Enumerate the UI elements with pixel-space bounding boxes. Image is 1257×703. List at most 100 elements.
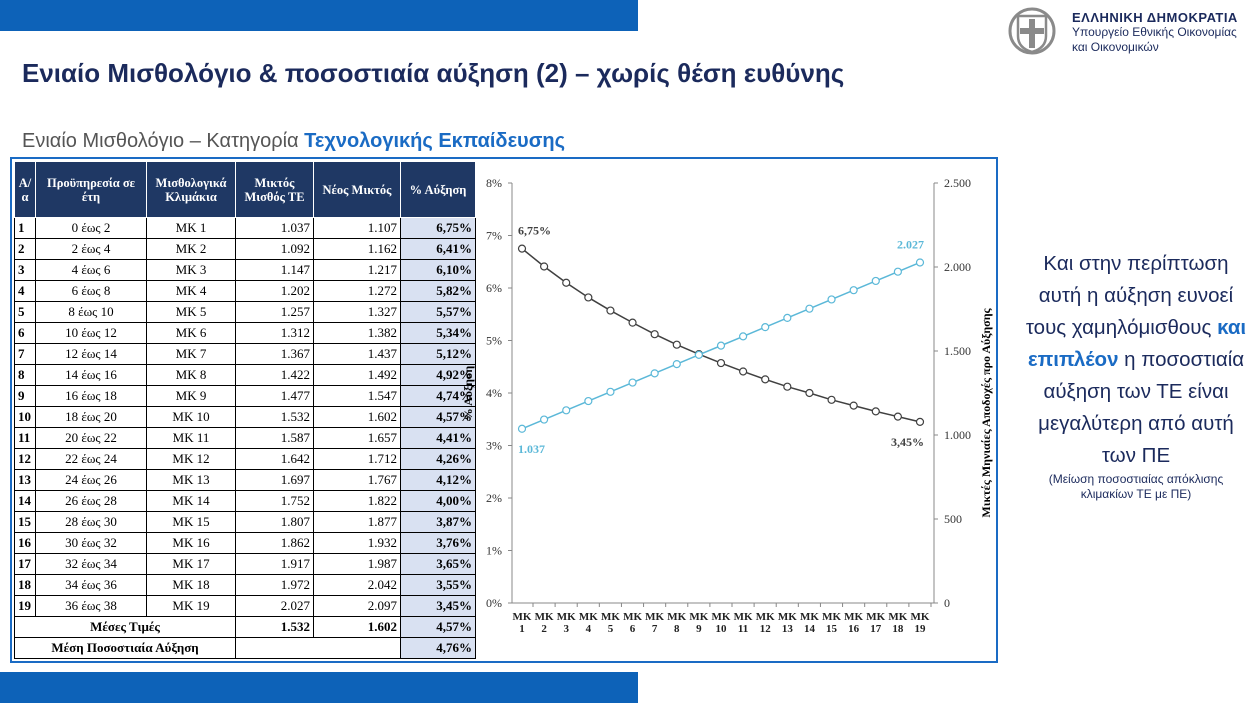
header-cell: Προϋπηρεσία σε έτη xyxy=(35,161,147,218)
x-tick-label: ΜΚ 10 xyxy=(711,611,731,635)
cell: 6 έως 8 xyxy=(35,280,147,302)
point xyxy=(517,244,527,253)
x-tick-label: ΜΚ 15 xyxy=(822,611,842,635)
table-row: 14 26 έως 28 ΜΚ 14 1.752 1.822 4,00% xyxy=(14,490,476,512)
point xyxy=(761,323,770,332)
x-tick-label: ΜΚ 11 xyxy=(733,611,753,635)
table-row: 15 28 έως 30 ΜΚ 15 1.807 1.877 3,87% xyxy=(14,511,476,533)
point xyxy=(672,360,681,369)
cell: 1.422 xyxy=(235,364,314,386)
point xyxy=(849,286,858,295)
ministry: και Οικονομικών xyxy=(1072,40,1159,54)
y-tick-label: 5% xyxy=(486,334,502,348)
subtitle-text: Ενιαίο Μισθολόγιο – Κατηγορία xyxy=(22,130,305,152)
y-tick-label: 6% xyxy=(486,281,502,295)
y2-tick-label: 500 xyxy=(944,512,962,526)
y-tick-label: 3% xyxy=(486,439,502,453)
y-tick-label: 1% xyxy=(486,544,502,558)
table-row: 9 16 έως 18 ΜΚ 9 1.477 1.547 4,74% xyxy=(14,385,476,407)
point xyxy=(628,318,637,327)
cell: 30 έως 32 xyxy=(35,532,147,554)
y2-axis-label: Μικτές Μηνιαίες Αποδοχές προ Αύξησης xyxy=(979,307,993,517)
cell: 15 xyxy=(14,511,36,533)
point xyxy=(827,295,836,304)
cell: 1.382 xyxy=(313,322,401,344)
cell: ΜΚ 4 xyxy=(146,280,236,302)
cell: 2.027 xyxy=(235,595,314,617)
x-tick-label: ΜΚ 3 xyxy=(556,611,576,635)
mean-row: Μέση Ποσοστιαία Αύξηση 4,76% xyxy=(14,637,476,659)
cell: 1.972 xyxy=(235,574,314,596)
table-row: 11 20 έως 22 ΜΚ 11 1.587 1.657 4,41% xyxy=(14,427,476,449)
cell: ΜΚ 13 xyxy=(146,469,236,491)
x-tick-label: ΜΚ 19 xyxy=(910,611,930,635)
note: (Μείωση ποσοστιαίας απόκλισης κλιμακίων … xyxy=(1048,472,1224,501)
title: Ενιαίο Μισθολόγιο & ποσοστιαία αύξηση (2… xyxy=(22,58,845,88)
cell: 4,12% xyxy=(400,469,476,491)
x-tick-label: ΜΚ 2 xyxy=(534,611,554,635)
cell: 5,57% xyxy=(400,301,476,323)
cell: 0 έως 2 xyxy=(35,217,147,239)
cell: ΜΚ 8 xyxy=(146,364,236,386)
cell: Μέση Ποσοστιαία Αύξηση xyxy=(14,637,236,659)
y2-tick-label: 1.000 xyxy=(944,428,971,442)
x-tick-label: ΜΚ 5 xyxy=(600,611,620,635)
x-tick-label: ΜΚ 6 xyxy=(623,611,643,635)
cell: 18 xyxy=(14,574,36,596)
x-tick-label: ΜΚ 17 xyxy=(866,611,886,635)
side-text: Και στην περίπτωση αυτή η αύξηση ευνοεί … xyxy=(1022,248,1250,502)
table-row: 7 12 έως 14 ΜΚ 7 1.367 1.437 5,12% xyxy=(14,343,476,365)
point xyxy=(540,415,549,424)
y-tick-label: 0% xyxy=(486,596,502,610)
x-tick-label: ΜΚ 7 xyxy=(645,611,665,635)
cell: 4,92% xyxy=(400,364,476,386)
point xyxy=(562,406,571,415)
x-tick-label: ΜΚ 4 xyxy=(578,611,598,635)
point xyxy=(540,262,549,271)
cell: 4,74% xyxy=(400,385,476,407)
cell: 2.042 xyxy=(313,574,401,596)
y2-tick-label: 1.500 xyxy=(944,344,971,358)
cell: ΜΚ 5 xyxy=(146,301,236,323)
table-row: 6 10 έως 12 ΜΚ 6 1.312 1.382 5,34% xyxy=(14,322,476,344)
data-label: 3,45% xyxy=(891,435,924,449)
cell: 4,00% xyxy=(400,490,476,512)
table-row: 16 30 έως 32 ΜΚ 16 1.862 1.932 3,76% xyxy=(14,532,476,554)
data-label: 6,75% xyxy=(518,224,551,238)
cell: 3,87% xyxy=(400,511,476,533)
cell: 1.712 xyxy=(313,448,401,470)
point xyxy=(650,369,659,378)
x-tick-label: ΜΚ 8 xyxy=(667,611,687,635)
point xyxy=(783,382,792,391)
point xyxy=(739,367,748,376)
content-box: Α/α Προϋπηρεσία σε έτη Μισθολογικά Κλιμάκι… xyxy=(10,157,998,663)
subtitle: Ενιαίο Μισθολόγιο – Κατηγορία Τεχνολογικ… xyxy=(22,130,565,153)
cell: 1.547 xyxy=(313,385,401,407)
cell: 10 xyxy=(14,406,36,428)
cell: 17 xyxy=(14,553,36,575)
cell: 1.862 xyxy=(235,532,314,554)
cell: 5,82% xyxy=(400,280,476,302)
point xyxy=(584,396,593,406)
cell: 3,55% xyxy=(400,574,476,596)
point xyxy=(805,304,814,313)
cell: 1.932 xyxy=(313,532,401,554)
header-cell: % Αύξηση xyxy=(400,161,476,218)
cell: 1.037 xyxy=(235,217,314,239)
data-label: 1.037 xyxy=(518,442,545,456)
x-tick-label: ΜΚ 13 xyxy=(777,611,797,635)
x-tick-label: ΜΚ 1 xyxy=(512,611,532,635)
salary-table: Α/α Προϋπηρεσία σε έτη Μισθολογικά Κλιμάκι… xyxy=(14,161,476,659)
header-cell: Νέος Μικτός xyxy=(313,161,401,218)
header-cell: Μισθολογικά Κλιμάκια xyxy=(146,161,236,218)
table-row: 8 14 έως 16 ΜΚ 8 1.422 1.492 4,92% xyxy=(14,364,476,386)
cell: 2.097 xyxy=(313,595,401,617)
x-tick-label: ΜΚ 16 xyxy=(844,611,864,635)
y-tick-label: 4% xyxy=(486,386,502,400)
x-tick-label: ΜΚ 18 xyxy=(888,611,908,635)
point xyxy=(915,417,925,426)
cell: ΜΚ 1 xyxy=(146,217,236,239)
cell: 3,65% xyxy=(400,553,476,575)
